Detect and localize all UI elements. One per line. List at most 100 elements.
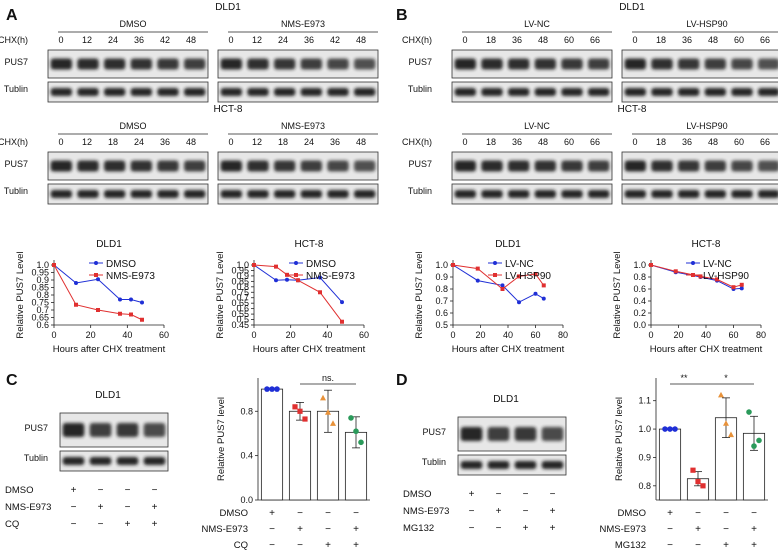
treatment-sign: + xyxy=(98,502,104,513)
pus7-blot-band xyxy=(481,160,503,172)
pus7-blot-band xyxy=(50,58,72,70)
tublin-blot-band xyxy=(541,461,564,469)
tublin-blot-band xyxy=(514,461,537,469)
x-tick-label: 40 xyxy=(701,330,711,340)
tublin-blot-frame xyxy=(621,183,778,205)
tublin-blot-band xyxy=(300,88,322,96)
tublin-blot-band xyxy=(77,190,99,198)
tublin-blot-frame xyxy=(457,454,567,476)
data-dot xyxy=(269,386,275,392)
data-point xyxy=(451,263,455,267)
pus7-blot-frame xyxy=(47,49,209,79)
time-label: 24 xyxy=(108,35,118,45)
pus7-blot-band xyxy=(731,160,753,172)
treatment-sign: + xyxy=(695,524,701,535)
pus7-blot-band xyxy=(77,160,99,172)
treatment-sign: − xyxy=(667,540,673,551)
tublin-blot xyxy=(217,81,379,103)
y-tick-label: 0.75 xyxy=(231,287,249,297)
data-point xyxy=(274,278,278,283)
condition-label: DMSO xyxy=(120,19,147,29)
treatment-label: DMSO xyxy=(220,508,249,519)
data-point xyxy=(296,278,300,283)
tublin-blot-band xyxy=(731,88,753,96)
tublin-blot xyxy=(47,183,209,205)
blot-cell-title: HCT-8 xyxy=(618,104,647,115)
y-tick-label: 0.85 xyxy=(31,283,49,293)
time-label: 42 xyxy=(330,35,340,45)
time-label: 12 xyxy=(252,35,262,45)
y-tick-label: 0.8 xyxy=(435,284,448,294)
panel-letter: B xyxy=(396,7,408,24)
data-point xyxy=(140,317,144,322)
legend-marker xyxy=(94,273,98,277)
treatment-sign: − xyxy=(496,489,502,500)
pus7-blot-band xyxy=(143,423,166,437)
y-tick-label: 0.6 xyxy=(236,304,249,314)
condition-label: DMSO xyxy=(120,121,147,131)
x-tick-label: 80 xyxy=(756,330,766,340)
data-dot xyxy=(700,483,706,489)
time-label: 12 xyxy=(82,35,92,45)
treatment-sign: + xyxy=(353,540,359,551)
treatment-sign: + xyxy=(751,524,757,535)
tublin-blot-band xyxy=(104,190,126,198)
pus7-blot-band xyxy=(481,58,503,70)
data-dot xyxy=(353,428,359,435)
treatment-sign: − xyxy=(469,523,475,534)
data-point xyxy=(129,312,133,317)
pus7-blot-band xyxy=(116,423,139,437)
tublin-blot-band xyxy=(508,190,530,198)
data-point xyxy=(285,272,289,277)
treatment-sign: − xyxy=(353,508,359,519)
tublin-blot-band xyxy=(454,190,476,198)
data-dot xyxy=(672,426,678,432)
time-label: 66 xyxy=(760,35,770,45)
tublin-blot-band xyxy=(481,88,503,96)
pus7-blot-band xyxy=(184,58,206,70)
time-label: 0 xyxy=(632,137,637,147)
tublin-blot-band xyxy=(588,88,610,96)
pus7-blot-band xyxy=(50,160,72,172)
y-axis-label: Relative PUS7 level xyxy=(614,397,625,481)
treatment-sign: − xyxy=(723,508,729,519)
tublin-blot-band xyxy=(50,88,72,96)
tublin-blot-frame xyxy=(451,81,613,103)
time-label: 18 xyxy=(278,137,288,147)
data-dot xyxy=(274,386,280,392)
tublin-blot-band xyxy=(651,190,673,198)
tublin-blot-frame xyxy=(59,450,169,472)
y-tick-label: 1.0 xyxy=(633,260,646,270)
treatment-sign: − xyxy=(125,485,131,496)
tublin-blot-frame xyxy=(47,81,209,103)
time-label: 12 xyxy=(252,137,262,147)
y-tick-label: 0.0 xyxy=(633,320,646,330)
pus7-blot-band xyxy=(247,160,269,172)
time-label: 0 xyxy=(228,137,233,147)
time-label: 36 xyxy=(134,35,144,45)
condition-label: NMS-E973 xyxy=(281,19,325,29)
y-tick-label: 0.6 xyxy=(36,320,49,330)
tublin-blot-band xyxy=(274,88,296,96)
pus7-blot-band xyxy=(220,160,242,172)
treatment-sign: − xyxy=(723,524,729,535)
time-label: 66 xyxy=(760,137,770,147)
y-tick-label: 0.7 xyxy=(435,296,448,306)
tublin-blot-band xyxy=(561,190,583,198)
time-label: 60 xyxy=(734,35,744,45)
panel-letter: A xyxy=(6,7,18,24)
data-dot xyxy=(667,426,673,432)
treatment-sign: − xyxy=(297,540,303,551)
blot-cell-title: DLD1 xyxy=(619,2,645,13)
pus7-row-label: PUS7 xyxy=(4,159,28,169)
tublin-blot-band xyxy=(184,190,206,198)
pus7-blot-band xyxy=(157,160,179,172)
treatment-sign: − xyxy=(297,508,303,519)
treatment-label: MG132 xyxy=(403,523,434,534)
x-tick-label: 60 xyxy=(159,330,169,340)
treatment-label: MG132 xyxy=(615,540,646,551)
time-label: 18 xyxy=(486,137,496,147)
chart-title: HCT-8 xyxy=(692,239,721,250)
pus7-blot-frame xyxy=(451,151,613,181)
tublin-blot-band xyxy=(487,461,510,469)
